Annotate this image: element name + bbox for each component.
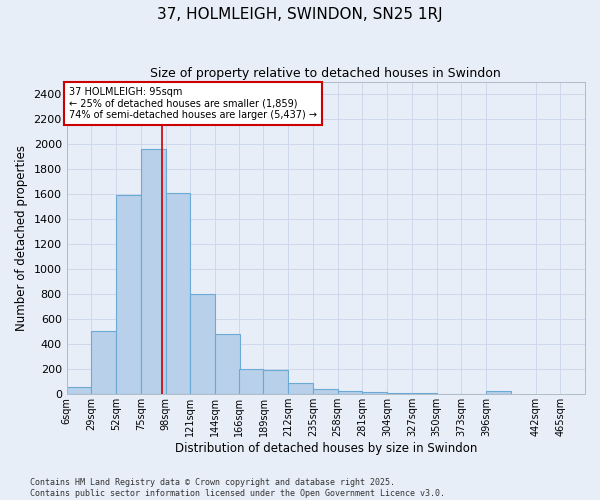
Bar <box>190 294 215 394</box>
Bar <box>338 390 362 394</box>
Bar <box>387 393 412 394</box>
Bar <box>362 392 387 394</box>
Bar <box>166 193 190 394</box>
Bar <box>486 391 511 394</box>
Bar <box>67 388 91 394</box>
Bar <box>116 196 141 394</box>
Bar <box>288 383 313 394</box>
Title: Size of property relative to detached houses in Swindon: Size of property relative to detached ho… <box>151 68 501 80</box>
Bar <box>239 370 263 394</box>
Bar <box>313 390 338 394</box>
Bar <box>91 330 116 394</box>
Bar <box>141 149 166 394</box>
Text: 37, HOLMLEIGH, SWINDON, SN25 1RJ: 37, HOLMLEIGH, SWINDON, SN25 1RJ <box>157 8 443 22</box>
Bar <box>263 370 288 394</box>
Text: Contains HM Land Registry data © Crown copyright and database right 2025.
Contai: Contains HM Land Registry data © Crown c… <box>30 478 445 498</box>
X-axis label: Distribution of detached houses by size in Swindon: Distribution of detached houses by size … <box>175 442 477 455</box>
Text: 37 HOLMLEIGH: 95sqm
← 25% of detached houses are smaller (1,859)
74% of semi-det: 37 HOLMLEIGH: 95sqm ← 25% of detached ho… <box>69 86 317 120</box>
Y-axis label: Number of detached properties: Number of detached properties <box>15 145 28 331</box>
Bar <box>412 393 437 394</box>
Bar <box>215 334 240 394</box>
